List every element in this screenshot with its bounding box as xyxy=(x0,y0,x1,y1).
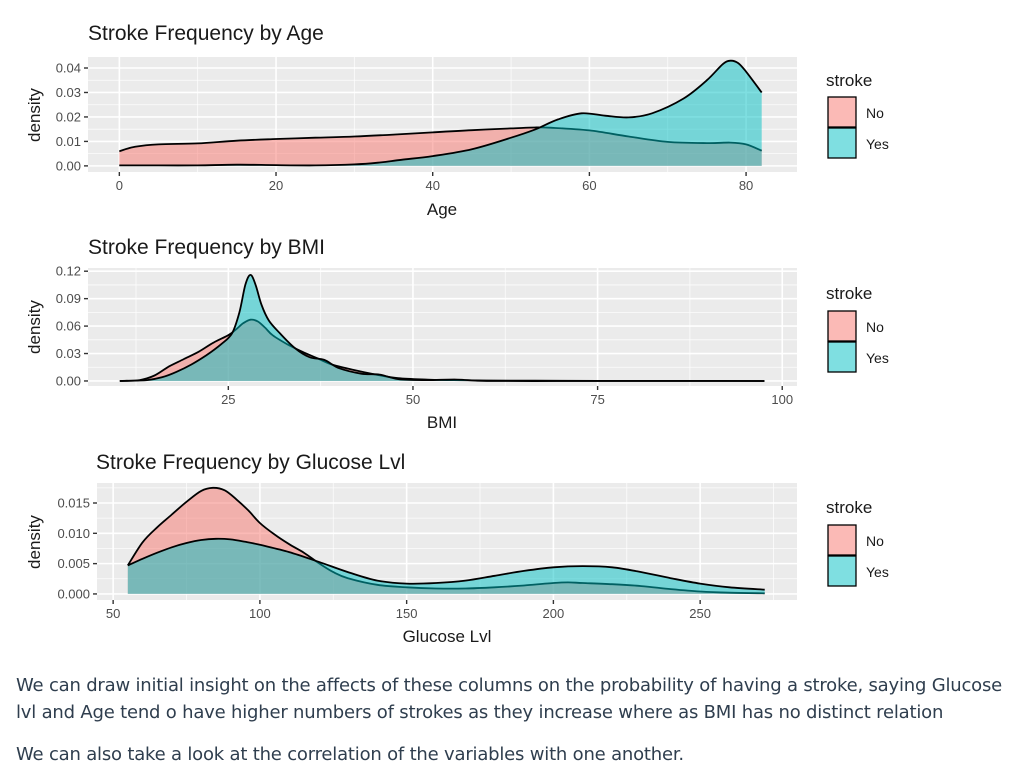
legend-label-no: No xyxy=(866,533,884,549)
y-axis: 0.00 0.03 0.06 0.09 0.12 xyxy=(56,264,88,388)
legend-swatch-no xyxy=(827,310,857,342)
legend-label-yes: Yes xyxy=(866,350,889,366)
legend-swatch-no xyxy=(827,96,857,128)
density-area-yes xyxy=(127,538,765,594)
x-axis-title: BMI xyxy=(427,413,457,432)
legend-swatch-yes xyxy=(827,127,857,159)
chart-title: Stroke Frequency by Age xyxy=(88,22,324,45)
legend-swatch-yes xyxy=(827,555,857,587)
legend-label-no: No xyxy=(866,105,884,121)
legend: stroke No Yes xyxy=(826,498,889,587)
density-area-yes xyxy=(119,60,762,166)
legend-title: stroke xyxy=(826,284,872,303)
y-tick-label: 0.00 xyxy=(56,373,81,388)
y-tick-label: 0.02 xyxy=(56,109,81,124)
x-tick-label: 150 xyxy=(396,606,418,621)
x-axis: 0 20 40 60 80 xyxy=(116,172,753,193)
x-tick-label: 20 xyxy=(269,178,283,193)
x-tick-label: 80 xyxy=(739,178,753,193)
y-tick-label: 0.010 xyxy=(57,526,90,541)
y-tick-label: 0.01 xyxy=(56,134,81,149)
y-axis-title: density xyxy=(25,300,44,354)
legend-label-no: No xyxy=(866,319,884,335)
y-tick-label: 0.12 xyxy=(56,264,81,279)
legend-title: stroke xyxy=(826,71,872,90)
density-line-yes xyxy=(119,59,763,167)
legend-label-yes: Yes xyxy=(866,136,889,152)
y-tick-label: 0.09 xyxy=(56,291,81,306)
legend: stroke No Yes xyxy=(826,71,889,159)
legend: stroke No Yes xyxy=(826,284,889,373)
x-tick-label: 200 xyxy=(543,606,565,621)
x-tick-label: 250 xyxy=(689,606,711,621)
legend-swatch-yes xyxy=(827,341,857,373)
age-density-chart: Stroke Frequency by Age 0.00 0.01 0.02 0.03… xyxy=(25,22,889,219)
bmi-density-chart: Stroke Frequency by BMI 0.00 0.03 0.06 0.09… xyxy=(25,236,889,432)
chart-title: Stroke Frequency by BMI xyxy=(88,236,325,259)
y-tick-label: 0.005 xyxy=(57,556,90,571)
y-tick-label: 0.015 xyxy=(57,496,90,511)
x-axis: 50 100 150 200 250 xyxy=(106,600,711,621)
x-tick-label: 100 xyxy=(771,392,793,407)
glucose-density-chart: Stroke Frequency by Glucose Lvl 0.0000.0… xyxy=(25,451,889,646)
density-areas xyxy=(119,59,763,167)
x-tick-label: 100 xyxy=(249,606,271,621)
y-tick-label: 0.00 xyxy=(56,158,81,173)
x-axis-title: Glucose Lvl xyxy=(403,627,492,646)
x-tick-label: 0 xyxy=(116,178,123,193)
x-tick-label: 50 xyxy=(106,606,120,621)
y-tick-label: 0.04 xyxy=(56,61,81,76)
density-line-yes xyxy=(127,537,765,591)
legend-swatch-no xyxy=(827,524,857,556)
density-line-yes xyxy=(119,274,765,382)
y-axis: 0.000 0.005 0.010 0.015 xyxy=(57,496,97,601)
density-areas xyxy=(119,274,765,382)
legend-label-yes: Yes xyxy=(866,564,889,580)
x-tick-label: 75 xyxy=(590,392,604,407)
y-tick-label: 0.000 xyxy=(57,586,90,601)
y-axis-title: density xyxy=(25,515,44,569)
x-tick-label: 60 xyxy=(582,178,596,193)
y-tick-label: 0.03 xyxy=(56,85,81,100)
y-axis-title: density xyxy=(25,88,44,142)
y-axis: 0.00 0.01 0.02 0.03 0.04 xyxy=(56,61,88,173)
chart-title: Stroke Frequency by Glucose Lvl xyxy=(96,451,405,474)
x-tick-label: 50 xyxy=(406,392,420,407)
x-axis-title: Age xyxy=(427,200,457,219)
legend-title: stroke xyxy=(826,498,872,517)
density-area-yes xyxy=(119,274,765,382)
insight-paragraph: We can draw initial insight on the affec… xyxy=(16,675,1003,723)
x-axis: 25 50 75 100 xyxy=(221,386,793,407)
correlation-intro-paragraph: We can also take a look at the correlati… xyxy=(16,744,684,765)
y-tick-label: 0.06 xyxy=(56,319,81,334)
density-areas xyxy=(127,486,765,595)
x-tick-label: 25 xyxy=(221,392,235,407)
y-tick-label: 0.03 xyxy=(56,346,81,361)
x-tick-label: 40 xyxy=(425,178,439,193)
